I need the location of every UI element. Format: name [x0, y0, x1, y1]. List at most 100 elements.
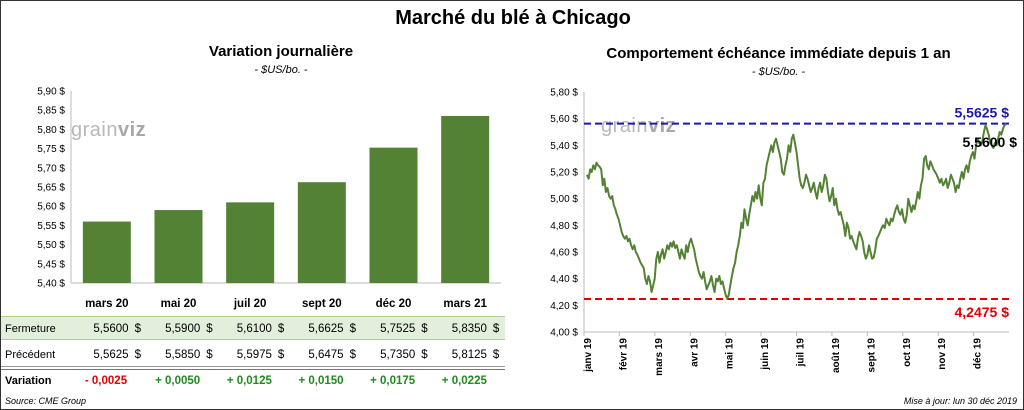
previous-value: 5,7350 $	[360, 349, 428, 361]
close-value: 5,5900 $	[145, 323, 213, 335]
close-value: 5,6100 $	[216, 323, 285, 335]
close-value: 5,7525 $	[360, 323, 428, 335]
grainviz-watermark-left: grainviz	[71, 119, 147, 141]
line-y-tick-label: 4,20 $	[550, 301, 578, 312]
previous-row-label: Précédent	[5, 349, 56, 361]
left-panel-title: Variation journalière	[208, 43, 354, 60]
high-value-label: 5,5625 $	[955, 105, 1010, 121]
variation-value: + 0,0150	[298, 375, 344, 387]
main-title: Marché du blé à Chicago	[395, 7, 631, 29]
close-value: 5,5600 $	[73, 323, 141, 335]
source-note: Source: CME Group	[5, 396, 87, 406]
line-y-tick-label: 5,20 $	[550, 168, 578, 179]
line-x-tick-label: juil 19	[796, 338, 807, 368]
previous-value: 5,6475 $	[288, 349, 356, 361]
variation-value: + 0,0050	[155, 375, 201, 387]
currency-symbol: $	[421, 323, 428, 335]
bar-y-tick-label: 5,65 $	[37, 183, 65, 194]
line-y-tick-label: 4,60 $	[550, 248, 578, 259]
bar-y-tick-label: 5,70 $	[37, 163, 65, 174]
line-x-tick-label: févr 19	[618, 338, 629, 371]
close-row-label: Fermeture	[5, 323, 56, 335]
currency-symbol: $	[492, 349, 500, 361]
line-x-tick-label: déc 19	[973, 338, 984, 370]
bar-y-tick-label: 5,90 $	[37, 87, 65, 98]
bar-category-label: sept 20	[302, 298, 342, 310]
update-note: Mise à jour: lun 30 déc 2019	[903, 396, 1017, 406]
bar-y-tick-label: 5,45 $	[37, 259, 65, 270]
bar-y-tick-label: 5,40 $	[37, 279, 65, 290]
bar	[226, 202, 275, 283]
line-y-tick-label: 5,00 $	[550, 194, 578, 205]
line-y-tick-label: 5,80 $	[550, 88, 578, 99]
previous-value: 5,5850 $	[145, 349, 213, 361]
left-panel-subtitle: - $US/bo. -	[254, 64, 308, 76]
previous-value-number: 5,5975	[236, 349, 272, 361]
bar-category-label: mars 21	[443, 298, 487, 310]
bar-category-label: juil 20	[233, 298, 267, 310]
line-x-tick-label: nov 19	[937, 338, 948, 370]
bar-y-tick-label: 5,55 $	[37, 221, 65, 232]
variation-value: - 0,0025	[84, 375, 128, 387]
line-x-tick-label: août 19	[831, 338, 842, 373]
variation-value: + 0,0225	[441, 375, 487, 387]
close-value: 5,6625 $	[288, 323, 356, 335]
currency-symbol: $	[349, 323, 356, 335]
bar-chart: 5,40 $ 5,45 $ 5,50 $ 5,55 $ 5,60 $ 5,65 $ 5,70…	[37, 87, 501, 310]
bar	[297, 182, 346, 283]
previous-value: 5,8125 $	[431, 349, 500, 361]
variation-value: + 0,0175	[370, 375, 416, 387]
bar-category-label: mai 20	[161, 298, 197, 310]
currency-symbol: $	[134, 323, 141, 335]
close-value-number: 5,5600	[93, 323, 129, 335]
currency-symbol: $	[349, 349, 356, 361]
bar-y-tick-label: 5,75 $	[37, 144, 65, 155]
line-x-tick-label: mai 19	[725, 338, 736, 370]
grainviz-watermark-right: grainviz	[601, 115, 677, 137]
bar-y-tick-label: 5,50 $	[37, 240, 65, 251]
variation-value: + 0,0125	[226, 375, 272, 387]
previous-value-number: 5,5850	[165, 349, 201, 361]
previous-row: Précédent 5,5625 $ 5,5850 $5,5975 $5,6475 $5,…	[1, 343, 505, 367]
bar	[441, 115, 490, 284]
previous-value: 5,5625 $	[73, 349, 141, 361]
variation-row: Variation - 0,0025 + 0,0050 + 0,0125 + 0,01…	[1, 369, 505, 391]
close-value-number: 5,7525	[380, 323, 416, 335]
currency-symbol: $	[277, 323, 285, 335]
currency-symbol: $	[206, 349, 213, 361]
line-y-tick-label: 5,60 $	[550, 114, 578, 125]
price-series-line	[586, 123, 1007, 300]
currency-symbol: $	[277, 349, 285, 361]
bar	[369, 147, 418, 283]
previous-value-number: 5,8125	[451, 349, 487, 361]
currency-symbol: $	[492, 323, 500, 335]
previous-value-number: 5,6475	[308, 349, 344, 361]
variation-row-label: Variation	[5, 375, 52, 387]
line-y-tick-label: 4,80 $	[550, 221, 578, 232]
line-x-tick-label: oct 19	[902, 338, 913, 367]
bar-y-tick-label: 5,60 $	[37, 202, 65, 213]
close-value-number: 5,6625	[308, 323, 344, 335]
close-value-number: 5,8350	[451, 323, 487, 335]
line-x-tick-label: janv 19	[583, 338, 594, 373]
line-x-tick-label: mars 19	[654, 338, 665, 376]
low-value-label: 4,2475 $	[955, 304, 1010, 320]
line-y-tick-label: 4,40 $	[550, 274, 578, 285]
bar-y-tick-label: 5,85 $	[37, 106, 65, 117]
bar	[82, 221, 131, 283]
line-y-tick-label: 5,40 $	[550, 141, 578, 152]
bar	[154, 210, 203, 283]
close-value: 5,8350 $	[431, 323, 500, 335]
bar-y-tick-label: 5,80 $	[37, 125, 65, 136]
right-panel-title: Comportement échéance immédiate depuis 1…	[606, 45, 951, 62]
line-x-tick-label: juin 19	[760, 338, 771, 371]
close-value-number: 5,6100	[236, 323, 272, 335]
currency-symbol: $	[134, 349, 141, 361]
previous-value: 5,5975 $	[216, 349, 285, 361]
line-y-tick-label: 4,00 $	[550, 328, 578, 339]
bar-category-label: déc 20	[376, 298, 412, 310]
close-value-number: 5,5900	[165, 323, 201, 335]
bar-category-label: mars 20	[85, 298, 128, 310]
previous-value-number: 5,7350	[380, 349, 416, 361]
line-x-tick-label: sept 19	[866, 338, 877, 373]
